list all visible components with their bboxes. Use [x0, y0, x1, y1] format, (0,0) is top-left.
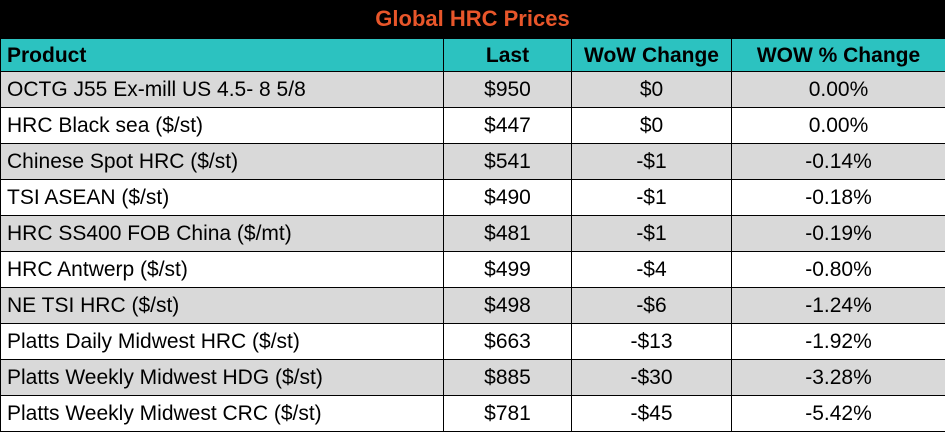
wow-pct-change-cell: -0.18%	[732, 180, 945, 216]
product-cell: HRC Antwerp ($/st)	[1, 252, 444, 288]
wow-pct-change-cell: -0.14%	[732, 144, 945, 180]
last-cell: $498	[444, 288, 572, 324]
wow-pct-change-cell: -0.80%	[732, 252, 945, 288]
product-cell: HRC Black sea ($/st)	[1, 108, 444, 144]
wow-pct-change-cell: 0.00%	[732, 108, 945, 144]
table-row: Platts Weekly Midwest CRC ($/st) $781 -$…	[1, 396, 945, 432]
wow-change-cell: -$6	[572, 288, 732, 324]
last-cell: $499	[444, 252, 572, 288]
last-cell: $781	[444, 396, 572, 432]
product-cell: Chinese Spot HRC ($/st)	[1, 144, 444, 180]
wow-change-cell: -$1	[572, 216, 732, 252]
column-header-product: Product	[1, 39, 444, 72]
table-title: Global HRC Prices	[0, 0, 945, 38]
table-row: HRC SS400 FOB China ($/mt) $481 -$1 -0.1…	[1, 216, 945, 252]
last-cell: $447	[444, 108, 572, 144]
wow-pct-change-cell: -1.24%	[732, 288, 945, 324]
last-cell: $885	[444, 360, 572, 396]
wow-change-cell: -$1	[572, 180, 732, 216]
last-cell: $541	[444, 144, 572, 180]
last-cell: $481	[444, 216, 572, 252]
wow-pct-change-cell: -5.42%	[732, 396, 945, 432]
header-row: Product Last WoW Change WOW % Change	[1, 39, 945, 72]
wow-change-cell: -$13	[572, 324, 732, 360]
wow-change-cell: $0	[572, 108, 732, 144]
table-row: TSI ASEAN ($/st) $490 -$1 -0.18%	[1, 180, 945, 216]
product-cell: Platts Weekly Midwest HDG ($/st)	[1, 360, 444, 396]
table-row: HRC Black sea ($/st) $447 $0 0.00%	[1, 108, 945, 144]
table-row: OCTG J55 Ex-mill US 4.5- 8 5/8 $950 $0 0…	[1, 72, 945, 108]
hrc-prices-table: Product Last WoW Change WOW % Change OCT…	[0, 38, 945, 432]
wow-change-cell: -$1	[572, 144, 732, 180]
column-header-wow-pct-change: WOW % Change	[732, 39, 945, 72]
wow-change-cell: -$45	[572, 396, 732, 432]
column-header-wow-change: WoW Change	[572, 39, 732, 72]
table-row: HRC Antwerp ($/st) $499 -$4 -0.80%	[1, 252, 945, 288]
table-row: Platts Weekly Midwest HDG ($/st) $885 -$…	[1, 360, 945, 396]
wow-pct-change-cell: -0.19%	[732, 216, 945, 252]
wow-pct-change-cell: 0.00%	[732, 72, 945, 108]
wow-change-cell: -$4	[572, 252, 732, 288]
wow-change-cell: $0	[572, 72, 732, 108]
product-cell: OCTG J55 Ex-mill US 4.5- 8 5/8	[1, 72, 444, 108]
product-cell: NE TSI HRC ($/st)	[1, 288, 444, 324]
table-row: Platts Daily Midwest HRC ($/st) $663 -$1…	[1, 324, 945, 360]
last-cell: $950	[444, 72, 572, 108]
wow-pct-change-cell: -3.28%	[732, 360, 945, 396]
product-cell: Platts Weekly Midwest CRC ($/st)	[1, 396, 444, 432]
product-cell: TSI ASEAN ($/st)	[1, 180, 444, 216]
table-row: Chinese Spot HRC ($/st) $541 -$1 -0.14%	[1, 144, 945, 180]
column-header-last: Last	[444, 39, 572, 72]
wow-pct-change-cell: -1.92%	[732, 324, 945, 360]
table-row: NE TSI HRC ($/st) $498 -$6 -1.24%	[1, 288, 945, 324]
product-cell: HRC SS400 FOB China ($/mt)	[1, 216, 444, 252]
wow-change-cell: -$30	[572, 360, 732, 396]
last-cell: $663	[444, 324, 572, 360]
last-cell: $490	[444, 180, 572, 216]
product-cell: Platts Daily Midwest HRC ($/st)	[1, 324, 444, 360]
